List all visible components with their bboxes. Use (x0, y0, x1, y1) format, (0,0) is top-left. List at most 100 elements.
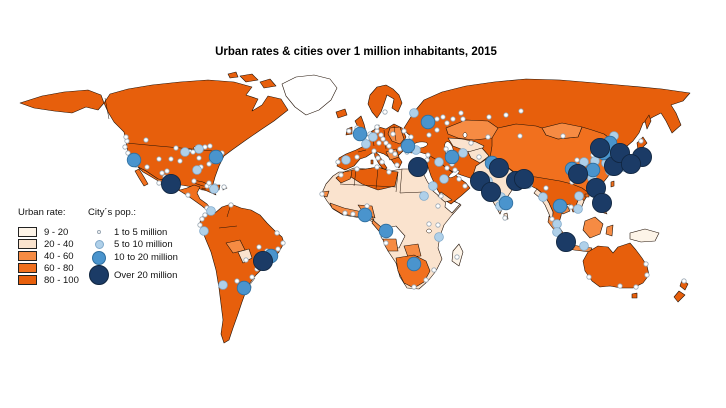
city-marker-c1 (386, 169, 392, 175)
city-marker-c1 (468, 140, 474, 146)
region-new-guinea (629, 228, 660, 243)
city-marker-c1 (364, 203, 370, 209)
urban-rate-swatch (18, 227, 37, 237)
region-hainan (584, 193, 590, 198)
city-marker-c1 (190, 149, 196, 155)
city-pop-legend-rows: 1 to 5 million 5 to 10 million 10 to 20 mi… (88, 226, 178, 285)
city-marker-c1 (681, 278, 687, 284)
city-marker-c4 (590, 137, 611, 158)
city-marker-c1 (319, 191, 325, 197)
city-pop-legend-item: 10 to 20 million (88, 250, 178, 265)
city-marker-c1 (560, 133, 566, 139)
city-marker-c1 (644, 272, 650, 278)
city-marker-c2 (552, 219, 562, 229)
urban-rate-swatch (18, 263, 37, 273)
city-marker-c2 (419, 191, 429, 201)
city-marker-c1 (444, 165, 450, 171)
city-marker-c1 (199, 216, 205, 222)
city-marker-c1 (444, 120, 450, 126)
city-marker-c1 (462, 183, 468, 189)
region-mongolia (541, 122, 583, 140)
city-marker-c3 (208, 149, 224, 165)
urban-rate-legend-item: 60 - 80 (18, 262, 79, 274)
country-border (399, 191, 424, 194)
country-border (339, 183, 397, 188)
city-marker-c1 (502, 215, 508, 221)
city-marker-c1 (206, 180, 212, 186)
city-pop-label: 10 to 20 million (114, 252, 178, 263)
city-marker-c1 (434, 127, 440, 133)
city-marker-c2 (434, 157, 444, 167)
region-sulawesi (605, 224, 614, 237)
city-pop-circle-icon (88, 239, 110, 249)
city-marker-c1 (586, 274, 592, 280)
city-marker-c1 (388, 148, 394, 154)
lake (448, 169, 460, 179)
city-marker-c1 (401, 128, 407, 134)
city-marker-c1 (517, 133, 523, 139)
city-marker-c1 (159, 170, 165, 176)
city-marker-c1 (354, 154, 360, 160)
lake (462, 132, 468, 138)
city-marker-c1 (456, 176, 462, 182)
urban-rate-legend-title: Urban rate: (18, 207, 66, 218)
city-marker-c1 (123, 134, 129, 140)
region-tasmania (631, 292, 638, 299)
city-marker-c3 (585, 162, 601, 178)
city-marker-c1 (476, 154, 482, 160)
city-marker-c3 (498, 195, 514, 211)
city-marker-c3 (126, 152, 142, 168)
region-borneo (582, 216, 604, 239)
city-marker-c2 (552, 227, 562, 237)
city-marker-c1 (574, 157, 580, 163)
city-marker-c1 (617, 283, 623, 289)
city-marker-c4 (514, 168, 535, 189)
city-marker-c1 (207, 143, 213, 149)
city-marker-c1 (383, 140, 389, 146)
city-marker-c3 (406, 256, 422, 272)
city-marker-c1 (221, 184, 227, 190)
urban-rate-label: 9 - 20 (44, 226, 69, 238)
city-pop-circle-icon (88, 265, 110, 285)
city-pop-label: 5 to 10 million (114, 238, 173, 250)
city-marker-c1 (390, 131, 396, 137)
urban-rate-label: 80 - 100 (44, 274, 79, 286)
city-marker-c1 (202, 212, 208, 218)
city-marker-c1 (434, 116, 440, 122)
region-taiwan (610, 180, 615, 188)
city-marker-c4 (488, 157, 509, 178)
city-marker-c1 (440, 114, 446, 120)
city-marker-c2 (209, 184, 219, 194)
city-marker-c1 (392, 151, 398, 157)
city-marker-c2 (409, 108, 419, 118)
city-marker-c2 (192, 165, 202, 175)
city-marker-c1 (206, 161, 212, 167)
city-marker-c1 (382, 109, 388, 115)
city-marker-c2 (574, 191, 584, 201)
city-marker-c1 (375, 155, 381, 161)
city-marker-c1 (503, 112, 509, 118)
city-pop-circle (94, 239, 104, 249)
city-marker-c1 (185, 192, 191, 198)
city-marker-c3 (236, 280, 252, 296)
city-marker-c2 (439, 174, 449, 184)
city-marker-c4 (621, 153, 642, 174)
city-marker-c1 (450, 116, 456, 122)
city-marker-c1 (346, 128, 352, 134)
city-marker-c1 (342, 210, 348, 216)
city-pop-legend-item: Over 20 million (88, 265, 178, 285)
city-marker-c1 (386, 143, 392, 149)
city-marker-c2 (428, 181, 438, 191)
city-marker-c3 (357, 207, 373, 223)
city-marker-c4 (480, 181, 501, 202)
city-marker-c2 (368, 132, 378, 142)
city-marker-c2 (199, 226, 209, 236)
city-pop-legend-title: City´s pop.: (88, 207, 137, 218)
city-marker-c2 (361, 139, 371, 149)
region-australia (582, 242, 650, 289)
city-marker-c1 (177, 158, 183, 164)
country-border (395, 171, 399, 193)
city-marker-c1 (423, 277, 429, 283)
